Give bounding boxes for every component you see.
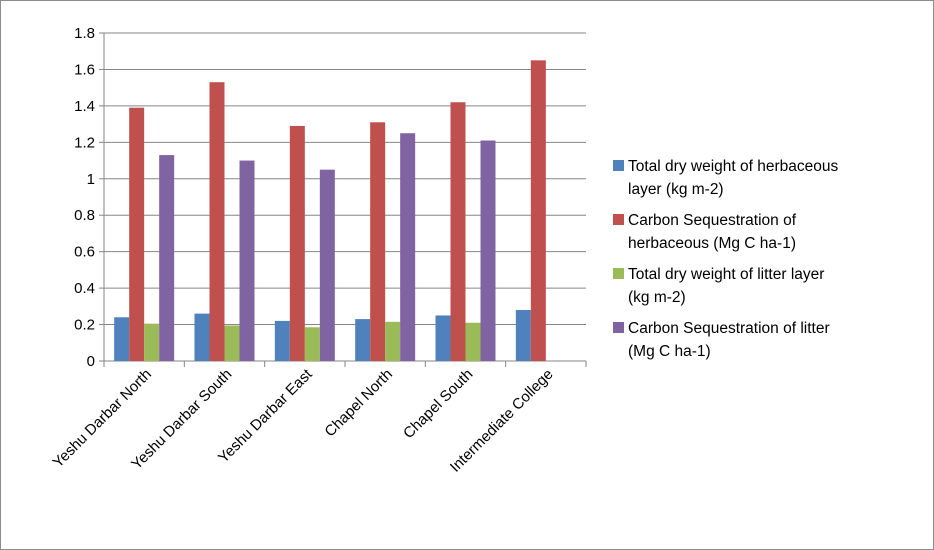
legend-label-line: Total dry weight of litter layer: [628, 266, 825, 283]
bar: [319, 169, 335, 361]
legend-item-herbaceous-carbon: Carbon Sequestration of herbaceous (Mg C…: [613, 209, 923, 255]
bar: [239, 160, 255, 361]
y-tick-label: 1.2: [74, 134, 95, 151]
legend-label: Total dry weight of herbaceous layer (kg…: [628, 155, 918, 201]
legend-swatch-blue: [613, 160, 624, 171]
bar: [515, 309, 531, 361]
bar: [129, 107, 145, 361]
bar: [194, 313, 210, 361]
y-tick-label: 0.2: [74, 317, 95, 334]
y-tick-label: 0.6: [74, 244, 95, 261]
legend-swatch-green: [613, 268, 624, 279]
x-category-label: Chapel North: [321, 366, 396, 441]
bar: [224, 325, 240, 361]
legend-item-litter-carbon: Carbon Sequestration of litter (Mg C ha-…: [613, 317, 923, 363]
y-tick-label: 0.8: [74, 207, 95, 224]
legend-label-line: herbaceous (Mg C ha-1): [628, 235, 796, 252]
legend-swatch-purple: [613, 322, 624, 333]
bar: [385, 321, 401, 361]
chart-legend: Total dry weight of herbaceous layer (kg…: [613, 155, 923, 371]
legend-label-line: (kg m-2): [628, 289, 686, 306]
legend-label-line: Carbon Sequestration of litter: [628, 320, 830, 337]
bar: [209, 82, 225, 361]
legend-label: Carbon Sequestration of litter (Mg C ha-…: [628, 317, 918, 363]
legend-label-line: layer (kg m-2): [628, 181, 724, 198]
bar: [450, 102, 466, 361]
y-tick-label: 1.6: [74, 61, 95, 78]
bar: [465, 322, 481, 361]
legend-item-litter-dry-weight: Total dry weight of litter layer (kg m-2…: [613, 263, 923, 309]
bar: [370, 122, 386, 362]
legend-label: Carbon Sequestration of herbaceous (Mg C…: [628, 209, 918, 255]
bar: [304, 327, 320, 361]
bar: [435, 315, 451, 361]
bar: [480, 140, 496, 361]
y-tick-label: 1.8: [74, 25, 95, 42]
y-tick-label: 1.4: [74, 98, 95, 115]
y-tick-label: 0.4: [74, 280, 95, 297]
x-category-label: Chapel South: [400, 366, 476, 442]
bar: [159, 155, 175, 361]
bar: [114, 317, 130, 361]
legend-label-line: Total dry weight of herbaceous: [628, 158, 839, 175]
bar: [355, 319, 371, 361]
bar: [144, 323, 160, 361]
bar: [274, 320, 290, 361]
bar: [289, 125, 305, 361]
bar: [530, 60, 546, 361]
legend-swatch-red: [613, 214, 624, 225]
y-tick-label: 1: [87, 171, 95, 188]
bar: [400, 133, 416, 361]
y-tick-label: 0: [87, 353, 95, 370]
legend-item-herbaceous-dry-weight: Total dry weight of herbaceous layer (kg…: [613, 155, 923, 201]
legend-label: Total dry weight of litter layer (kg m-2…: [628, 263, 918, 309]
legend-label-line: Carbon Sequestration of: [628, 212, 797, 229]
legend-label-line: (Mg C ha-1): [628, 343, 711, 360]
